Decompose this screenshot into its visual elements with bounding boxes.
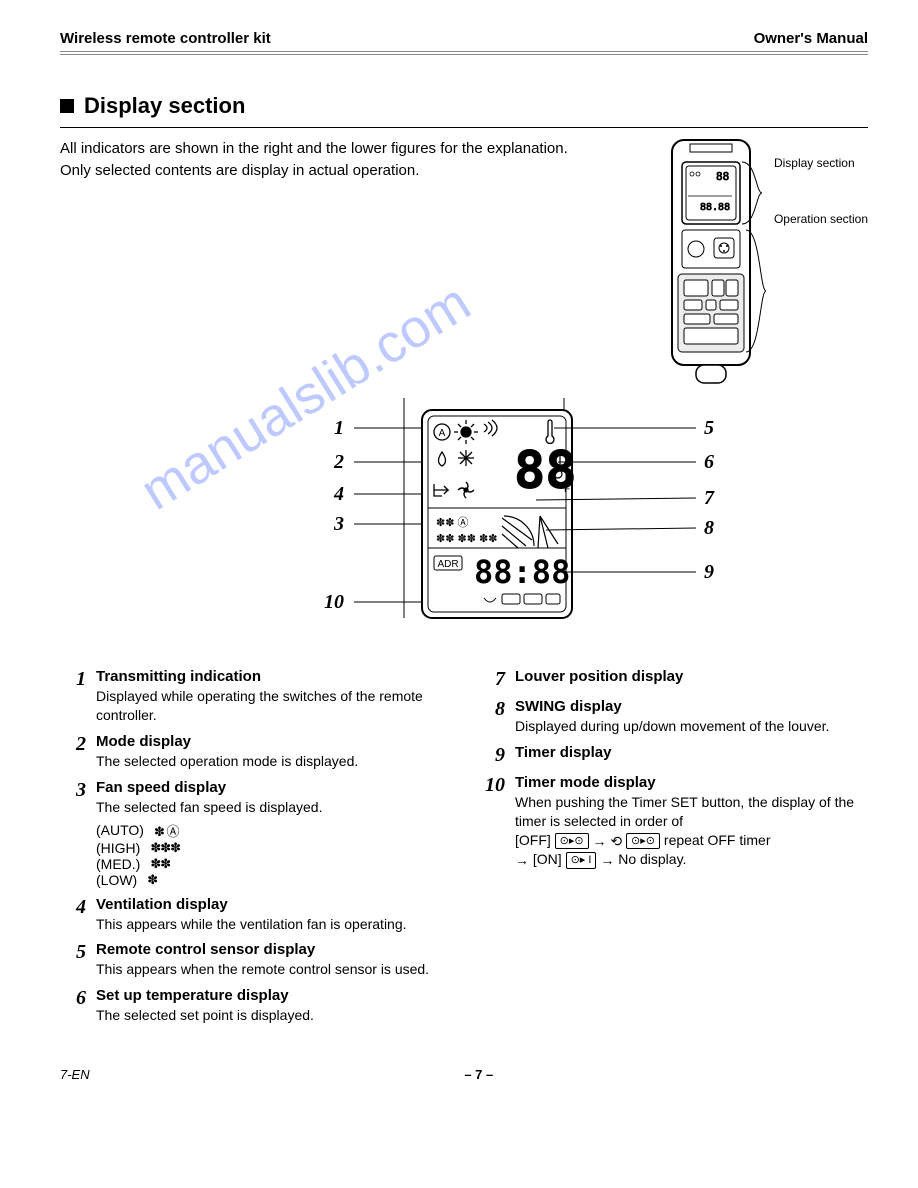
remote-figure: 88 88.88: [656, 138, 868, 388]
item-title: Set up temperature display: [96, 987, 449, 1004]
header-rule: [60, 51, 868, 57]
svg-text:88.88: 88.88: [700, 202, 730, 213]
item-title: Remote control sensor display: [96, 941, 449, 958]
list-item: 1 Transmitting indication Displayed whil…: [60, 668, 449, 725]
section-title: Display section: [60, 93, 868, 119]
svg-text:88: 88: [716, 170, 729, 183]
item-desc: This appears while the ventilation fan i…: [96, 915, 449, 934]
square-bullet-icon: [60, 99, 74, 113]
item-desc: Displayed during up/down movement of the…: [515, 717, 868, 736]
item-desc: This appears when the remote control sen…: [96, 960, 449, 979]
callout-9: 9: [704, 561, 714, 583]
list-item: 2 Mode display The selected operation mo…: [60, 733, 449, 771]
page-header: Wireless remote controller kit Owner's M…: [60, 30, 868, 47]
list-item: 7 Louver position display: [479, 668, 868, 690]
item-num: 5: [60, 941, 86, 979]
footer-left: 7-EN: [60, 1067, 90, 1082]
item-title: Fan speed display: [96, 779, 449, 796]
callout-5: 5: [704, 417, 714, 439]
item-title: Mode display: [96, 733, 449, 750]
svg-text:✽✽ ✽✽ ✽✽: ✽✽ ✽✽ ✽✽: [436, 533, 497, 545]
svg-text:A: A: [439, 428, 446, 439]
item-title: Louver position display: [515, 668, 868, 685]
fan-icon: ✽✽✽: [150, 840, 180, 856]
item-desc-timer: When pushing the Timer SET button, the d…: [515, 793, 868, 870]
arrow-icon: →: [515, 852, 529, 868]
remote-label-operation: Operation section: [774, 212, 868, 228]
item-desc: The selected operation mode is displayed…: [96, 752, 449, 771]
timer-on: [ON]: [533, 851, 562, 867]
fan-icon: ✽: [147, 872, 157, 888]
item-desc: Displayed while operating the switches o…: [96, 687, 449, 725]
callout-10: 10: [324, 591, 344, 613]
display-diagram: 1 2 4 3 10: [60, 398, 868, 648]
header-left: Wireless remote controller kit: [60, 30, 271, 47]
item-num: 10: [479, 774, 505, 870]
item-title: Transmitting indication: [96, 668, 449, 685]
timer-line1: When pushing the Timer SET button, the d…: [515, 794, 854, 829]
timer-seq-icon: ⊙▸⊙: [626, 833, 660, 850]
item-title: SWING display: [515, 698, 868, 715]
remote-label-display: Display section: [774, 156, 868, 172]
callout-6: 6: [704, 451, 714, 473]
item-title: Timer mode display: [515, 774, 868, 791]
callout-4: 4: [333, 483, 344, 505]
fan-label: (HIGH): [96, 840, 140, 856]
list-item: 4 Ventilation display This appears while…: [60, 896, 449, 934]
remote-svg: 88 88.88: [656, 138, 766, 388]
fan-icon: ✽ Ⓐ: [154, 821, 179, 840]
callout-7: 7: [704, 487, 715, 509]
callout-2: 2: [333, 451, 344, 473]
title-underline: [60, 127, 868, 128]
list-item: 9 Timer display: [479, 744, 868, 766]
item-desc: The selected fan speed is displayed.: [96, 798, 449, 817]
item-num: 2: [60, 733, 86, 771]
item-num: 9: [479, 744, 505, 766]
remote-label-column: Display section Operation section: [774, 138, 868, 227]
item-title: Timer display: [515, 744, 868, 761]
svg-text:88:88: 88:88: [474, 553, 570, 591]
fan-icon: ✽✽: [150, 856, 170, 872]
svg-text:ADR: ADR: [437, 559, 458, 570]
fan-label: (MED.): [96, 856, 140, 872]
item-num: 4: [60, 896, 86, 934]
left-column: 1 Transmitting indication Displayed whil…: [60, 668, 449, 1033]
callout-8: 8: [704, 517, 714, 539]
timer-nodisplay: No display.: [618, 851, 686, 867]
fan-label: (LOW): [96, 872, 137, 888]
item-title: Ventilation display: [96, 896, 449, 913]
callout-3: 3: [333, 513, 344, 535]
arrow-icon: →: [593, 833, 607, 849]
footer-page-number: – 7 –: [464, 1067, 493, 1082]
page-footer: 7-EN – 7 –: [60, 1067, 868, 1082]
intro-line2: Only selected contents are display in ac…: [60, 160, 636, 182]
svg-text:✽✽ Ⓐ: ✽✽ Ⓐ: [436, 516, 469, 529]
section-title-text: Display section: [84, 93, 245, 119]
fan-speed-table: (AUTO) ✽ Ⓐ (HIGH) ✽✽✽ (MED.) ✽✽ (LOW) ✽: [96, 821, 449, 888]
list-item: 6 Set up temperature display The selecte…: [60, 987, 449, 1025]
list-item: 3 Fan speed display The selected fan spe…: [60, 779, 449, 888]
item-num: 3: [60, 779, 86, 888]
intro-line1: All indicators are shown in the right an…: [60, 138, 636, 160]
item-num: 6: [60, 987, 86, 1025]
intro-text: All indicators are shown in the right an…: [60, 138, 636, 182]
item-num: 8: [479, 698, 505, 736]
right-column: 7 Louver position display 8 SWING displa…: [479, 668, 868, 1033]
callout-1: 1: [334, 417, 344, 439]
item-desc: The selected set point is displayed.: [96, 1006, 449, 1025]
list-item: 8 SWING display Displayed during up/down…: [479, 698, 868, 736]
fan-label: (AUTO): [96, 822, 144, 838]
list-item: 5 Remote control sensor display This app…: [60, 941, 449, 979]
timer-repeat: repeat OFF timer: [664, 832, 771, 848]
list-item: 10 Timer mode display When pushing the T…: [479, 774, 868, 870]
timer-seq-icon: ⊙▸⊙: [555, 833, 589, 850]
item-num: 1: [60, 668, 86, 725]
repeat-icon: ⟲: [610, 833, 622, 849]
header-right: Owner's Manual: [754, 30, 868, 47]
svg-text:°F: °F: [560, 484, 570, 495]
timer-seq-icon: ⊙▸ I: [566, 852, 597, 869]
item-num: 7: [479, 668, 505, 690]
arrow-icon: →: [600, 852, 614, 868]
timer-off: [OFF]: [515, 832, 551, 848]
